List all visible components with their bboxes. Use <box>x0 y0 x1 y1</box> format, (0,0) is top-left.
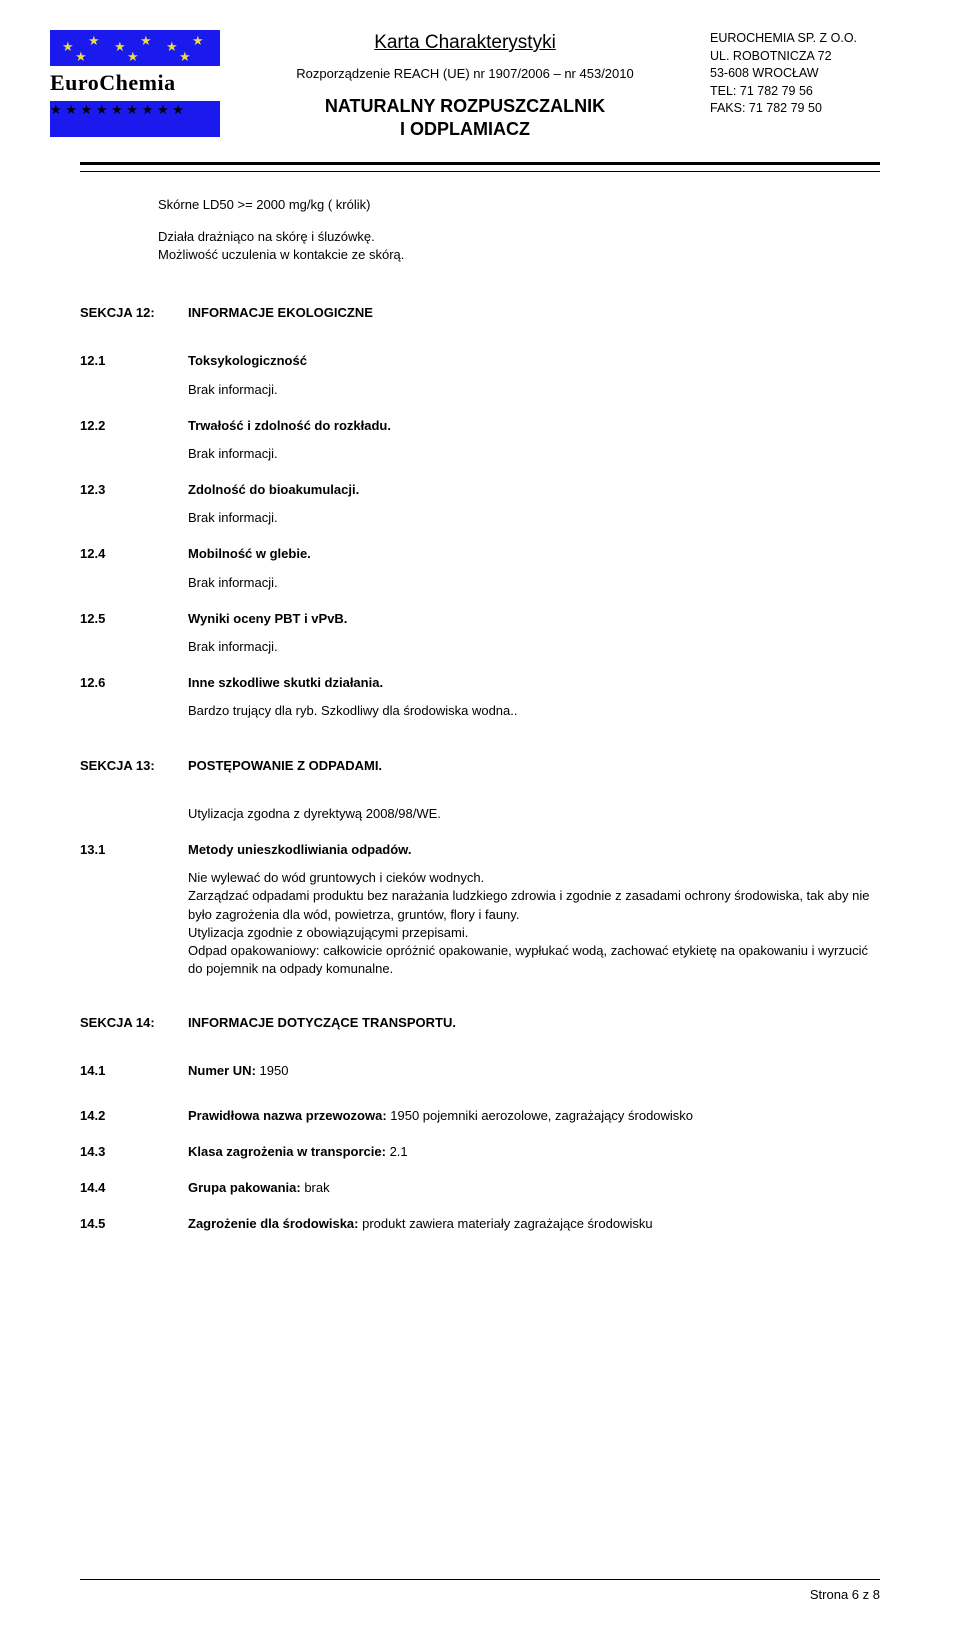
sub-12-1: 12.1 Toksykologiczność <box>80 352 880 370</box>
sub-12-2-title: Trwałość i zdolność do rozkładu. <box>188 417 391 435</box>
sub-14-1: 14.1 Numer UN: 1950 <box>80 1062 880 1080</box>
sub-14-1-num: 14.1 <box>80 1062 188 1080</box>
divider-thick <box>80 162 880 165</box>
product-line2: I ODPLAMIACZ <box>400 119 530 139</box>
sub-14-2-value: 1950 pojemniki aerozolowe, zagrażający ś… <box>390 1108 693 1123</box>
sub-12-5: 12.5 Wyniki oceny PBT i vPvB. <box>80 610 880 628</box>
header: ★ ★ ★ ★ ★ ★ ★ ★ ★ EuroChemia ★ ★ ★ ★ ★ ★… <box>50 30 910 142</box>
section-12-num: SEKCJA 12: <box>80 304 188 322</box>
sub-12-3-text: Brak informacji. <box>188 509 880 527</box>
sub-12-3: 12.3 Zdolność do bioakumulacji. <box>80 481 880 499</box>
eu-flag-top: ★ ★ ★ ★ ★ ★ ★ ★ ★ <box>50 30 220 66</box>
sub-12-4-num: 12.4 <box>80 545 188 563</box>
sub-12-6-title: Inne szkodliwe skutki działania. <box>188 674 383 692</box>
sub-12-4: 12.4 Mobilność w glebie. <box>80 545 880 563</box>
sub-14-2-num: 14.2 <box>80 1107 188 1125</box>
section-14: SEKCJA 14: INFORMACJE DOTYCZĄCE TRANSPOR… <box>80 1014 880 1032</box>
logo-block: ★ ★ ★ ★ ★ ★ ★ ★ ★ EuroChemia ★ ★ ★ ★ ★ ★… <box>50 30 220 137</box>
pre-line1: Skórne LD50 >= 2000 mg/kg ( królik) <box>158 196 880 214</box>
company-fax: FAKS: 71 782 79 50 <box>710 100 910 118</box>
header-center: Karta Charakterystyki Rozporządzenie REA… <box>230 30 700 142</box>
sub-12-1-text: Brak informacji. <box>188 381 880 399</box>
eu-flag-bottom: ★ ★ ★ ★ ★ ★ ★ ★ ★ <box>50 101 220 137</box>
sub-13-1-text: Nie wylewać do wód gruntowych i cieków w… <box>188 869 880 978</box>
sub-12-1-title: Toksykologiczność <box>188 352 307 370</box>
content: Skórne LD50 >= 2000 mg/kg ( królik) Dzia… <box>50 196 910 1234</box>
company-street: UL. ROBOTNICZA 72 <box>710 48 910 66</box>
pre-line2: Działa drażniąco na skórę i śluzówkę. <box>158 228 880 246</box>
sub-14-4-num: 14.4 <box>80 1179 188 1197</box>
page-number: Strona 6 z 8 <box>50 1580 910 1604</box>
section-13-title: POSTĘPOWANIE Z ODPADAMI. <box>188 757 382 775</box>
brand-name: EuroChemia <box>50 68 220 99</box>
sub-14-3-num: 14.3 <box>80 1143 188 1161</box>
sub-14-5-label: Zagrożenie dla środowiska: <box>188 1216 362 1231</box>
sub-12-5-text: Brak informacji. <box>188 638 880 656</box>
sub-12-6-text: Bardzo trujący dla ryb. Szkodliwy dla śr… <box>188 702 880 720</box>
divider-thin <box>80 171 880 172</box>
sub-14-3-label: Klasa zagrożenia w transporcie: <box>188 1144 390 1159</box>
section-13-num: SEKCJA 13: <box>80 757 188 775</box>
regulation: Rozporządzenie REACH (UE) nr 1907/2006 –… <box>240 65 690 83</box>
company-block: EUROCHEMIA SP. Z O.O. UL. ROBOTNICZA 72 … <box>710 30 910 118</box>
sub-14-3: 14.3 Klasa zagrożenia w transporcie: 2.1 <box>80 1143 880 1161</box>
sub-13-1-num: 13.1 <box>80 841 188 859</box>
sub-14-4: 14.4 Grupa pakowania: brak <box>80 1179 880 1197</box>
sub-12-3-num: 12.3 <box>80 481 188 499</box>
section-12: SEKCJA 12: INFORMACJE EKOLOGICZNE <box>80 304 880 322</box>
sec13-intro: Utylizacja zgodna z dyrektywą 2008/98/WE… <box>188 805 880 823</box>
company-city: 53-608 WROCŁAW <box>710 65 910 83</box>
doc-title: Karta Charakterystyki <box>240 30 690 57</box>
sub-12-6: 12.6 Inne szkodliwe skutki działania. <box>80 674 880 692</box>
sub-14-2-label: Prawidłowa nazwa przewozowa: <box>188 1108 390 1123</box>
sub-14-4-value: brak <box>304 1180 329 1195</box>
sub-14-2: 14.2 Prawidłowa nazwa przewozowa: 1950 p… <box>80 1107 880 1125</box>
section-14-num: SEKCJA 14: <box>80 1014 188 1032</box>
sub-14-3-value: 2.1 <box>390 1144 408 1159</box>
product-line1: NATURALNY ROZPUSZCZALNIK <box>325 96 605 116</box>
company-tel: TEL: 71 782 79 56 <box>710 83 910 101</box>
sub-13-1-title: Metody unieszkodliwiania odpadów. <box>188 841 411 859</box>
section-13: SEKCJA 13: POSTĘPOWANIE Z ODPADAMI. <box>80 757 880 775</box>
sub-12-2-text: Brak informacji. <box>188 445 880 463</box>
pre-section: Skórne LD50 >= 2000 mg/kg ( królik) Dzia… <box>158 196 880 265</box>
sub-14-1-label: Numer UN: <box>188 1063 260 1078</box>
footer-wrap: Strona 6 z 8 <box>50 1579 910 1604</box>
sub-12-1-num: 12.1 <box>80 352 188 370</box>
sub-12-3-title: Zdolność do bioakumulacji. <box>188 481 359 499</box>
sub-13-1: 13.1 Metody unieszkodliwiania odpadów. <box>80 841 880 859</box>
pre-line3: Możliwość uczulenia w kontakcie ze skórą… <box>158 246 880 264</box>
sub-12-2-num: 12.2 <box>80 417 188 435</box>
sub-14-4-label: Grupa pakowania: <box>188 1180 304 1195</box>
sub-12-5-title: Wyniki oceny PBT i vPvB. <box>188 610 347 628</box>
sub-12-4-title: Mobilność w glebie. <box>188 545 311 563</box>
sub-12-5-num: 12.5 <box>80 610 188 628</box>
section-12-title: INFORMACJE EKOLOGICZNE <box>188 304 373 322</box>
sub-12-2: 12.2 Trwałość i zdolność do rozkładu. <box>80 417 880 435</box>
product-name: NATURALNY ROZPUSZCZALNIK I ODPLAMIACZ <box>240 95 690 142</box>
section-14-title: INFORMACJE DOTYCZĄCE TRANSPORTU. <box>188 1014 456 1032</box>
sub-12-4-text: Brak informacji. <box>188 574 880 592</box>
sub-14-5-num: 14.5 <box>80 1215 188 1233</box>
sub-14-5: 14.5 Zagrożenie dla środowiska: produkt … <box>80 1215 880 1233</box>
sub-14-5-value: produkt zawiera materiały zagrażające śr… <box>362 1216 652 1231</box>
sub-14-1-value: 1950 <box>260 1063 289 1078</box>
sub-12-6-num: 12.6 <box>80 674 188 692</box>
company-name: EUROCHEMIA SP. Z O.O. <box>710 30 910 48</box>
